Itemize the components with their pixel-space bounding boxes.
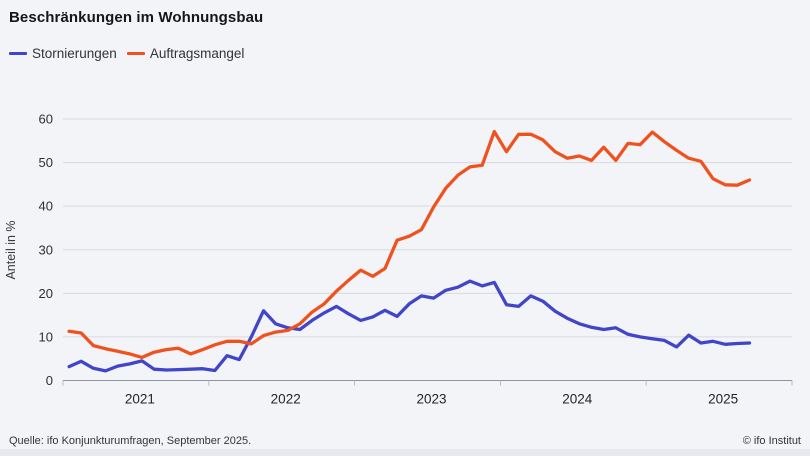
chart-title: Beschränkungen im Wohnungsbau — [9, 9, 264, 26]
series-line-stornierungen — [67, 279, 752, 373]
y-tick-label: 30 — [39, 242, 53, 257]
y-tick-label: 0 — [46, 373, 53, 388]
series-line-auftragsmangel — [67, 129, 752, 360]
y-axis-title: Anteil in % — [4, 220, 18, 279]
x-tick-label: 2025 — [708, 392, 738, 407]
source-note: Quelle: ifo Konjunkturumfragen, Septembe… — [9, 435, 252, 447]
auftragsmangel-line-swatch — [126, 52, 145, 55]
chart-footer: Quelle: ifo Konjunkturumfragen, Septembe… — [0, 433, 810, 449]
stornierungen-line-swatch — [9, 52, 27, 55]
x-tick-label: 2024 — [562, 392, 593, 407]
x-tick-label: 2023 — [416, 392, 446, 407]
y-tick-label: 20 — [39, 286, 53, 301]
legend-item-stornierungen: Stornierungen — [9, 46, 117, 61]
y-tick-label: 40 — [39, 199, 53, 214]
legend-item-auftragsmangel: Auftragsmangel — [126, 46, 245, 61]
legend-label-auftragsmangel: Auftragsmangel — [149, 46, 245, 61]
bottom-divider — [0, 449, 810, 456]
copyright-note: © ifo Institut — [742, 435, 801, 447]
legend-label-stornierungen: Stornierungen — [32, 46, 117, 61]
x-tick-label: 2021 — [125, 392, 155, 407]
y-tick-label: 10 — [39, 329, 53, 344]
legend: Stornierungen Auftragsmangel — [9, 46, 244, 61]
x-tick-label: 2022 — [271, 392, 301, 407]
y-tick-label: 60 — [39, 112, 53, 127]
y-tick-label: 50 — [39, 155, 53, 170]
